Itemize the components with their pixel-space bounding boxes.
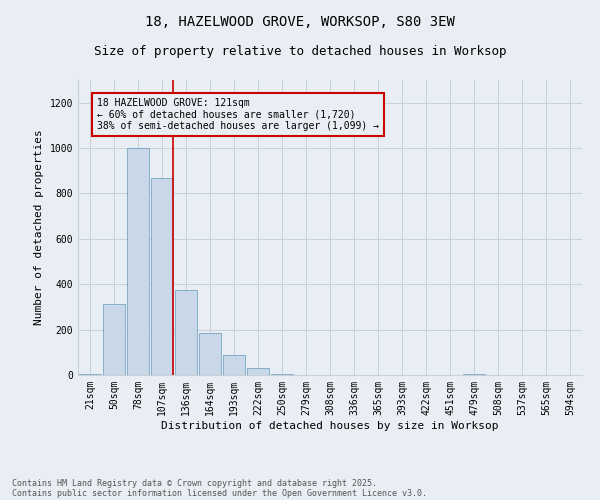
Bar bbox=[127, 148, 149, 375]
Text: 18, HAZELWOOD GROVE, WORKSOP, S80 3EW: 18, HAZELWOOD GROVE, WORKSOP, S80 3EW bbox=[145, 15, 455, 29]
Bar bbox=[463, 374, 485, 375]
Text: 18 HAZELWOOD GROVE: 121sqm
← 60% of detached houses are smaller (1,720)
38% of s: 18 HAZELWOOD GROVE: 121sqm ← 60% of deta… bbox=[97, 98, 379, 132]
Bar bbox=[223, 354, 245, 375]
Y-axis label: Number of detached properties: Number of detached properties bbox=[34, 130, 44, 326]
Bar bbox=[271, 374, 293, 375]
Text: Contains HM Land Registry data © Crown copyright and database right 2025.: Contains HM Land Registry data © Crown c… bbox=[12, 478, 377, 488]
Bar bbox=[151, 178, 173, 375]
X-axis label: Distribution of detached houses by size in Worksop: Distribution of detached houses by size … bbox=[161, 420, 499, 430]
Bar bbox=[79, 374, 101, 375]
Bar bbox=[175, 290, 197, 375]
Text: Size of property relative to detached houses in Worksop: Size of property relative to detached ho… bbox=[94, 45, 506, 58]
Text: Contains public sector information licensed under the Open Government Licence v3: Contains public sector information licen… bbox=[12, 488, 427, 498]
Bar bbox=[103, 304, 125, 375]
Bar bbox=[247, 368, 269, 375]
Bar bbox=[199, 333, 221, 375]
